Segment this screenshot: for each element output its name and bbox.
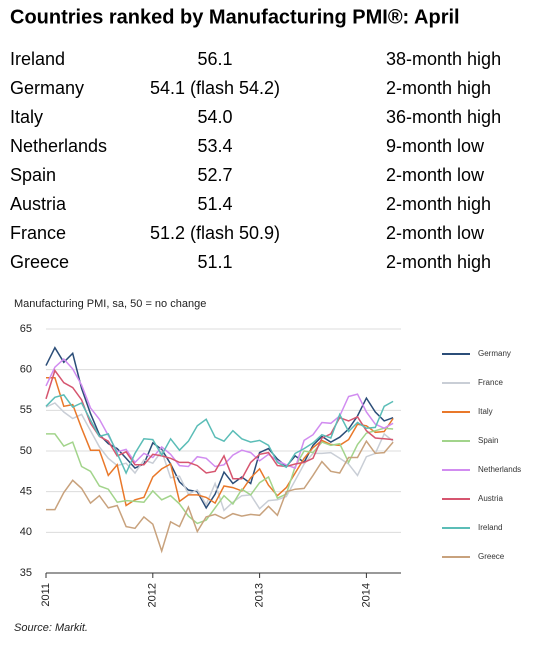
series-line <box>45 394 394 475</box>
legend-label: Greece <box>478 552 505 561</box>
x-tick-label: 2014 <box>360 583 372 607</box>
pmi-note: 2-month high <box>386 252 491 272</box>
pmi-note: 9-month low <box>386 136 485 156</box>
y-tick-label: 45 <box>20 486 32 498</box>
pmi-note: 2-month high <box>386 78 491 98</box>
legend-label: Ireland <box>478 523 502 532</box>
x-tick-label: 2011 <box>40 583 52 607</box>
country: Italy <box>10 107 43 127</box>
pmi-value: 52.7 <box>197 165 232 185</box>
country: Spain <box>10 165 56 185</box>
legend-label: France <box>478 378 503 387</box>
pmi-value: 51.1 <box>197 252 232 272</box>
x-tick-label: 2013 <box>254 583 266 607</box>
pmi-note: 2-month high <box>386 194 491 214</box>
series-line <box>45 358 394 470</box>
y-tick-label: 40 <box>20 526 32 538</box>
page-title: Countries ranked by Manufacturing PMI®: … <box>10 6 460 28</box>
chart-title: Manufacturing PMI, sa, 50 = no change <box>14 298 206 310</box>
legend-label: Spain <box>478 436 498 445</box>
y-tick-label: 65 <box>20 323 32 335</box>
pmi-value: 54.1 (flash 54.2) <box>150 78 280 98</box>
pmi-note: 2-month low <box>386 223 485 243</box>
series-line <box>45 368 394 480</box>
legend-label: Austria <box>478 494 503 503</box>
pmi-value: 51.4 <box>197 194 232 214</box>
country: France <box>10 223 66 243</box>
pmi-note: 2-month low <box>386 165 485 185</box>
y-tick-label: 35 <box>20 567 32 579</box>
pmi-value: 51.2 (flash 50.9) <box>150 223 280 243</box>
pmi-note: 38-month high <box>386 49 501 69</box>
legend-label: Italy <box>478 407 493 416</box>
series-line <box>46 439 394 554</box>
pmi-value: 53.4 <box>197 136 232 156</box>
series-line <box>46 377 394 507</box>
country: Ireland <box>10 49 65 69</box>
pmi-value: 56.1 <box>197 49 232 69</box>
country: Greece <box>10 252 69 272</box>
pmi-note: 36-month high <box>386 107 501 127</box>
country: Austria <box>10 194 67 214</box>
pmi-value: 54.0 <box>197 107 232 127</box>
series-line <box>46 427 394 525</box>
y-tick-label: 60 <box>20 364 32 376</box>
y-tick-label: 50 <box>20 445 32 457</box>
series-line <box>45 402 394 512</box>
legend-label: Germany <box>478 349 511 358</box>
source-note: Source: Markit. <box>14 622 88 634</box>
legend-label: Netherlands <box>478 465 521 474</box>
x-tick-label: 2012 <box>147 583 159 607</box>
country: Germany <box>10 78 84 98</box>
y-tick-label: 55 <box>20 404 32 416</box>
country: Netherlands <box>10 136 107 156</box>
